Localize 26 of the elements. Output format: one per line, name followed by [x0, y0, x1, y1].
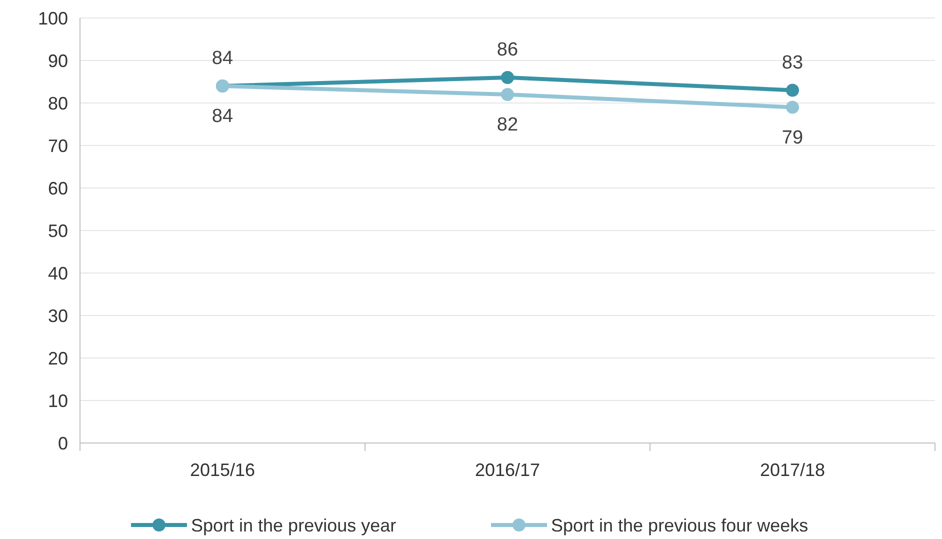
- data-label: 83: [782, 52, 804, 74]
- y-tick-label: 100: [38, 8, 68, 28]
- y-tick-label: 0: [58, 433, 68, 454]
- y-tick-label: 80: [48, 93, 68, 114]
- legend-label: Sport in the previous four weeks: [551, 515, 808, 536]
- data-label: 86: [496, 40, 518, 60]
- data-label: 82: [496, 114, 518, 136]
- data-label: 79: [782, 127, 804, 148]
- point: [786, 84, 799, 97]
- point: [501, 71, 514, 84]
- data-label: 84: [212, 48, 234, 69]
- data-label: 84: [212, 106, 234, 127]
- legend-label: Sport in the previous year: [191, 515, 396, 536]
- y-tick-label: 20: [48, 348, 68, 368]
- x-tick-label: 2017/18: [760, 460, 826, 480]
- point: [786, 100, 799, 114]
- x-tick-label: 2015/16: [190, 460, 256, 480]
- y-tick-label: 90: [48, 50, 68, 71]
- x-tick-label: 2016/17: [474, 460, 540, 480]
- point: [501, 88, 514, 101]
- y-tick-label: 10: [48, 390, 68, 411]
- y-tick-label: 50: [48, 220, 68, 241]
- y-tick-label: 60: [48, 178, 68, 198]
- y-tick-label: 70: [48, 136, 68, 156]
- y-tick-label: 40: [48, 263, 68, 284]
- y-tick-label: 30: [48, 306, 68, 326]
